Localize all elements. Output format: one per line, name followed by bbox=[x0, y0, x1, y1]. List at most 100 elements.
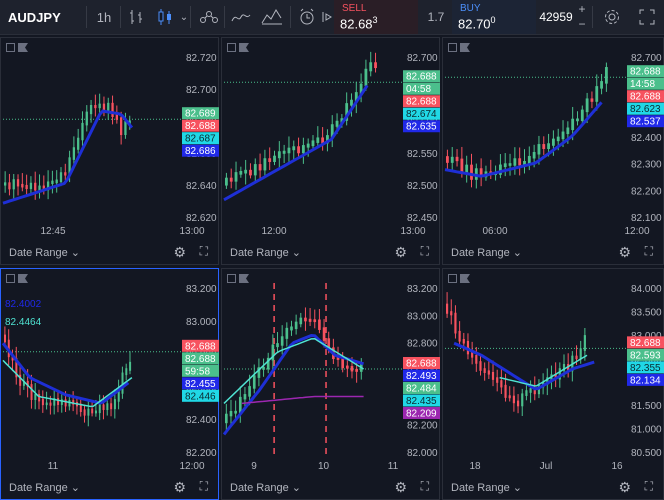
indicator-value-cyan: 82.4464 bbox=[5, 317, 42, 328]
candle-body bbox=[600, 81, 603, 89]
candle-body bbox=[529, 388, 532, 393]
moving-average-cyan bbox=[2, 359, 133, 408]
y-tick-label: 82.640 bbox=[186, 181, 217, 192]
gear-icon[interactable]: ⚙ bbox=[394, 244, 407, 260]
minimize-icon[interactable] bbox=[448, 274, 457, 283]
bars-style-icon[interactable] bbox=[124, 0, 148, 34]
flag-icon[interactable] bbox=[18, 274, 28, 283]
candles-icon[interactable] bbox=[150, 0, 180, 34]
step-down-button[interactable]: − bbox=[578, 17, 586, 31]
candle-body bbox=[346, 365, 349, 369]
y-tick-label: 82.700 bbox=[631, 53, 662, 64]
candle-body bbox=[16, 179, 20, 187]
y-tick-label: 82.500 bbox=[407, 181, 438, 192]
interval-button[interactable]: 1h bbox=[96, 9, 112, 25]
candle-body bbox=[571, 118, 575, 131]
indicators-icon[interactable] bbox=[226, 0, 256, 34]
moving-average-blue bbox=[223, 84, 369, 202]
y-tick-label: 82.720 bbox=[186, 53, 217, 64]
price-tag-label: 82.688 bbox=[630, 338, 661, 349]
date-range-dropdown[interactable]: Date Range ⌄ bbox=[230, 246, 301, 259]
candle-body bbox=[533, 388, 536, 395]
quantity-stepper[interactable]: + − bbox=[574, 2, 590, 32]
candle-body bbox=[273, 155, 276, 163]
alert-icon[interactable] bbox=[294, 0, 320, 34]
chart-panel-3[interactable]: 82.70082.60082.50082.40082.30082.20082.1… bbox=[442, 37, 664, 265]
price-tag-label: 82.688 bbox=[406, 97, 437, 108]
price-tag-label: 04:58 bbox=[406, 84, 431, 95]
compare-icon[interactable] bbox=[194, 0, 224, 34]
x-tick-label: 12:45 bbox=[40, 226, 65, 237]
chart-panel-2[interactable]: 82.70082.65082.60082.55082.50082.45012:0… bbox=[221, 37, 440, 265]
y-tick-label: 84.000 bbox=[631, 284, 662, 295]
flag-icon[interactable] bbox=[239, 274, 249, 283]
price-tag bbox=[627, 361, 664, 374]
expand-icon[interactable]: ⛶ bbox=[420, 244, 429, 258]
minimize-icon[interactable] bbox=[227, 274, 236, 283]
chart-canvas[interactable]: 82.72082.70082.68082.66082.64082.62012:4… bbox=[1, 38, 220, 242]
symbol-search-button[interactable]: AUDJPY bbox=[8, 9, 61, 25]
candle-body bbox=[512, 395, 515, 404]
candle-body bbox=[566, 127, 570, 135]
buy-button[interactable]: BUY 82.700 bbox=[452, 0, 536, 34]
chart-panel-4[interactable]: 83.20083.00082.80082.60082.40082.2001112… bbox=[0, 268, 219, 500]
minimize-icon[interactable] bbox=[6, 43, 15, 52]
flag-icon[interactable] bbox=[460, 43, 470, 52]
quantity-field[interactable]: 42959 bbox=[539, 10, 573, 24]
candle-body bbox=[547, 143, 550, 149]
expand-icon[interactable]: ⛶ bbox=[644, 244, 653, 258]
price-tag-label: 82.689 bbox=[185, 109, 216, 120]
flag-icon[interactable] bbox=[239, 43, 249, 52]
expand-icon[interactable]: ⛶ bbox=[199, 244, 208, 258]
gear-icon[interactable]: ⚙ bbox=[173, 244, 186, 260]
step-up-button[interactable]: + bbox=[578, 2, 586, 16]
candle-body bbox=[575, 355, 578, 360]
date-range-dropdown[interactable]: Date Range ⌄ bbox=[9, 481, 80, 494]
gear-icon[interactable]: ⚙ bbox=[618, 244, 631, 260]
fullscreen-icon[interactable] bbox=[632, 0, 662, 34]
flag-icon[interactable] bbox=[460, 274, 470, 283]
gear-icon[interactable]: ⚙ bbox=[394, 479, 407, 495]
templates-icon[interactable] bbox=[256, 0, 288, 34]
y-tick-label: 81.500 bbox=[631, 401, 662, 412]
chart-canvas[interactable]: 82.70082.60082.50082.40082.30082.20082.1… bbox=[443, 38, 664, 242]
y-tick-label: 82.400 bbox=[631, 133, 662, 144]
expand-icon[interactable]: ⛶ bbox=[199, 479, 208, 493]
candle-body bbox=[327, 338, 331, 350]
settings-gear-icon[interactable] bbox=[596, 0, 628, 34]
expand-icon[interactable]: ⛶ bbox=[420, 479, 429, 493]
sell-button[interactable]: SELL 82.683 bbox=[334, 0, 418, 34]
date-range-dropdown[interactable]: Date Range ⌄ bbox=[451, 481, 522, 494]
chart-canvas[interactable]: 83.20083.00082.80082.60082.40082.20082.0… bbox=[222, 269, 441, 477]
minimize-icon[interactable] bbox=[6, 274, 15, 283]
minimize-icon[interactable] bbox=[448, 43, 457, 52]
chart-panel-5[interactable]: 83.20083.00082.80082.60082.40082.20082.0… bbox=[221, 268, 440, 500]
candle-body bbox=[458, 330, 461, 342]
date-range-dropdown[interactable]: Date Range ⌄ bbox=[9, 246, 80, 259]
date-range-dropdown[interactable]: Date Range ⌄ bbox=[230, 481, 301, 494]
price-tag-label: 82.686 bbox=[185, 146, 216, 157]
candle-body bbox=[491, 371, 495, 380]
x-tick-label: Jul bbox=[540, 461, 553, 472]
minimize-icon[interactable] bbox=[227, 43, 236, 52]
candle-body bbox=[68, 157, 71, 176]
replay-icon[interactable] bbox=[320, 0, 334, 34]
chart-canvas[interactable]: 82.70082.65082.60082.55082.50082.45012:0… bbox=[222, 38, 441, 242]
divider bbox=[86, 6, 87, 28]
chart-canvas[interactable]: 84.00083.50083.00082.50082.00081.50081.0… bbox=[443, 269, 664, 477]
gear-icon[interactable]: ⚙ bbox=[618, 479, 631, 495]
flag-icon[interactable] bbox=[18, 43, 28, 52]
candle-body bbox=[34, 182, 37, 191]
price-tag-label: 82.134 bbox=[630, 375, 661, 386]
expand-icon[interactable]: ⛶ bbox=[644, 479, 653, 493]
chart-canvas[interactable]: 83.20083.00082.80082.60082.40082.2001112… bbox=[1, 269, 220, 477]
sell-price: 82.683 bbox=[340, 15, 378, 32]
gear-icon[interactable]: ⚙ bbox=[173, 479, 186, 495]
chart-panel-1[interactable]: 82.72082.70082.68082.66082.64082.62012:4… bbox=[0, 37, 219, 265]
date-range-dropdown[interactable]: Date Range ⌄ bbox=[451, 246, 522, 259]
candle-body bbox=[546, 377, 549, 385]
divider bbox=[190, 6, 191, 28]
price-tag bbox=[627, 65, 664, 78]
chevron-down-icon[interactable]: ⌄ bbox=[179, 11, 189, 23]
chart-panel-6[interactable]: 84.00083.50083.00082.50082.00081.50081.0… bbox=[442, 268, 664, 500]
